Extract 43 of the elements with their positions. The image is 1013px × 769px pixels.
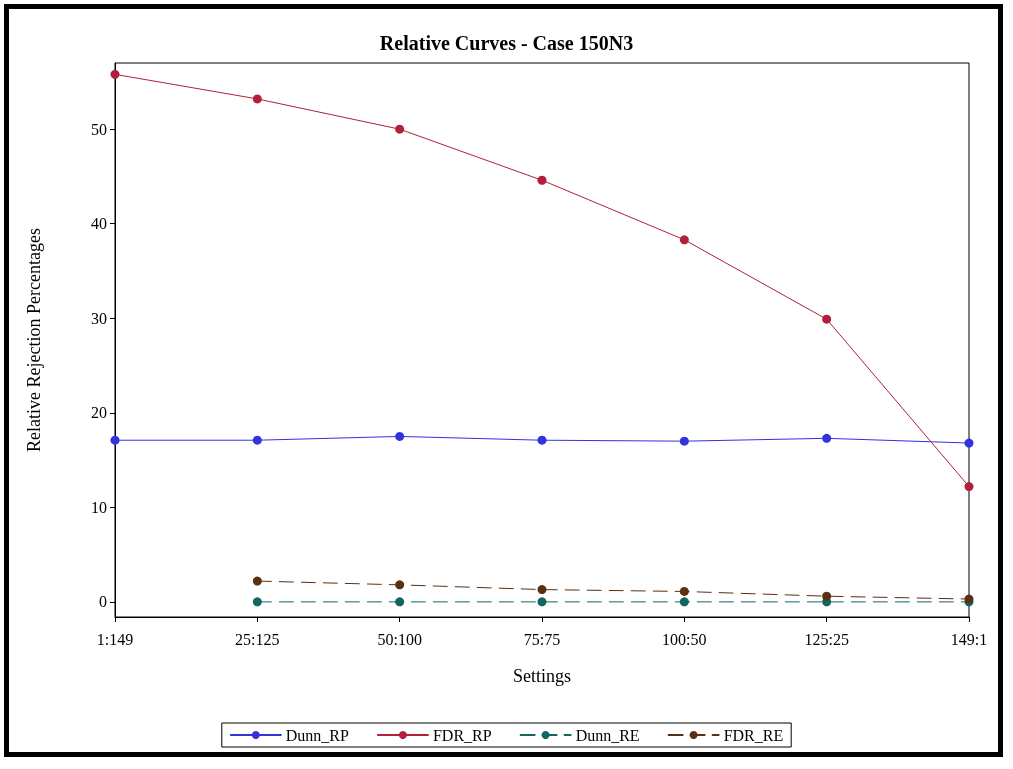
- y-tick-label: 0: [99, 593, 107, 611]
- point: [822, 314, 832, 324]
- x-axis-title: Settings: [512, 666, 572, 686]
- y-tick-label: 40: [91, 215, 107, 233]
- legend-label: Dunn_RE: [575, 726, 640, 744]
- point: [964, 438, 974, 448]
- point: [537, 585, 547, 595]
- point: [252, 576, 262, 586]
- point: [679, 436, 689, 446]
- x-tick-label: 50:100: [377, 630, 422, 648]
- y-tick-label: 30: [91, 309, 107, 327]
- y-tick-label: 10: [91, 498, 107, 516]
- point: [537, 597, 547, 607]
- x-tick-label: 25:125: [235, 630, 280, 648]
- point: [537, 435, 547, 445]
- point: [822, 433, 832, 443]
- y-tick-label: 20: [91, 404, 107, 422]
- chart-title: Relative Curves - Case 150N3: [379, 32, 634, 54]
- point: [679, 586, 689, 596]
- point: [395, 431, 405, 441]
- point: [110, 435, 120, 445]
- y-axis-title: Relative Rejection Percentages: [24, 228, 44, 452]
- legend-label: FDR_RP: [432, 726, 492, 744]
- y-tick-label: 50: [91, 120, 107, 138]
- point: [252, 597, 262, 607]
- x-tick-label: 125:25: [804, 630, 849, 648]
- point: [537, 175, 547, 185]
- x-tick-label: 1:149: [96, 630, 134, 648]
- point: [252, 94, 262, 104]
- point: [252, 435, 262, 445]
- legend-label: Dunn_RP: [285, 726, 350, 744]
- point: [395, 124, 405, 134]
- x-tick-label: 149:1: [950, 630, 988, 648]
- point: [679, 597, 689, 607]
- x-tick-label: 100:50: [662, 630, 707, 648]
- point: [395, 597, 405, 607]
- point: [110, 69, 120, 79]
- point: [395, 580, 405, 590]
- point: [964, 482, 974, 492]
- legend-label: FDR_RE: [723, 726, 784, 744]
- x-tick-label: 75:75: [523, 630, 561, 648]
- point: [679, 235, 689, 245]
- point: [822, 591, 832, 601]
